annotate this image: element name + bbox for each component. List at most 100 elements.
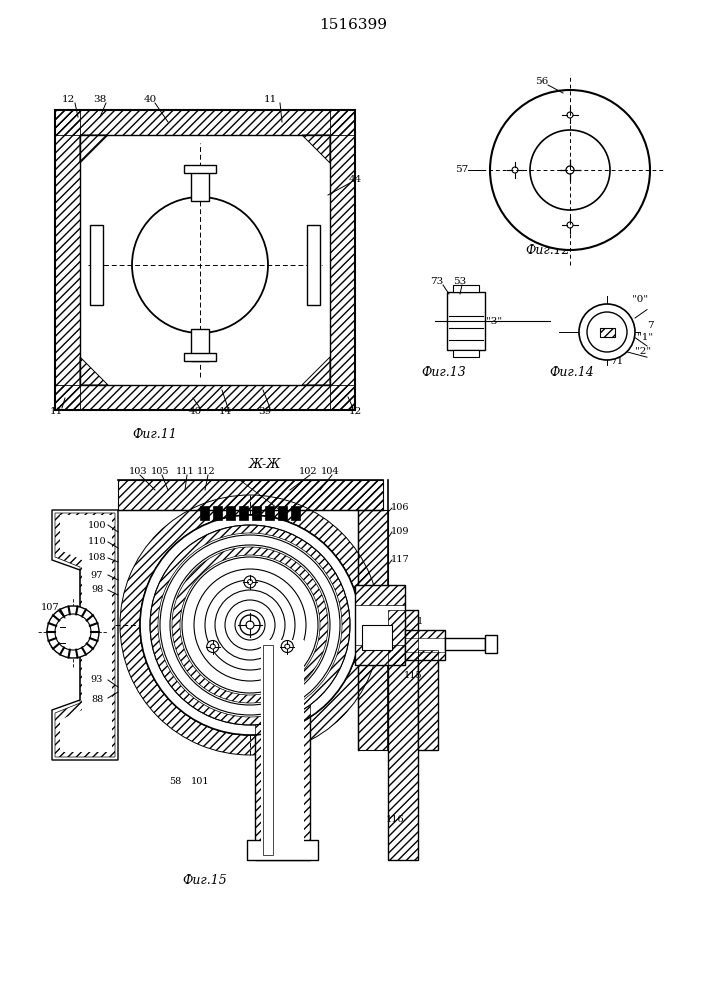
Text: 14: 14 — [218, 408, 232, 416]
Text: 111: 111 — [175, 468, 194, 477]
Text: 105: 105 — [151, 468, 169, 477]
Circle shape — [587, 312, 627, 352]
Text: 98: 98 — [91, 585, 103, 594]
Bar — [255, 635, 310, 860]
Text: Фиг.11: Фиг.11 — [133, 428, 177, 442]
Text: 0: 0 — [410, 636, 416, 645]
Bar — [226, 506, 235, 520]
Text: Фиг.14: Фиг.14 — [549, 365, 595, 378]
Text: 103: 103 — [129, 468, 147, 477]
Text: Ж-Ж: Ж-Ж — [249, 458, 281, 472]
Text: 73: 73 — [431, 277, 443, 286]
Bar — [453, 285, 479, 292]
Bar — [247, 840, 318, 860]
Bar — [184, 353, 216, 361]
Circle shape — [225, 600, 275, 650]
Text: 102: 102 — [298, 468, 317, 477]
Text: 38: 38 — [93, 96, 107, 104]
Text: 117: 117 — [391, 556, 409, 564]
Text: "3": "3" — [486, 316, 502, 326]
Polygon shape — [60, 515, 112, 752]
Bar — [388, 610, 418, 860]
Text: 107: 107 — [41, 603, 59, 612]
Bar — [80, 135, 330, 385]
Bar — [261, 640, 304, 855]
Circle shape — [140, 515, 360, 735]
Text: Фиг.12: Фиг.12 — [525, 243, 571, 256]
Text: "1": "1" — [637, 334, 653, 342]
Text: 115: 115 — [404, 672, 422, 680]
Bar — [200, 506, 209, 520]
Text: 71: 71 — [610, 358, 624, 366]
Bar — [358, 510, 388, 750]
Circle shape — [490, 90, 650, 250]
Text: 56: 56 — [535, 78, 549, 87]
Bar — [355, 645, 405, 665]
Text: 58: 58 — [169, 778, 181, 786]
Bar — [55, 110, 355, 135]
Text: 11: 11 — [264, 96, 276, 104]
Circle shape — [150, 525, 350, 725]
Text: 1: 1 — [417, 617, 423, 626]
Bar — [291, 506, 300, 520]
Bar — [355, 585, 405, 605]
Text: 44: 44 — [349, 176, 361, 184]
Text: 40: 40 — [144, 96, 157, 104]
Circle shape — [206, 641, 218, 652]
Text: 11: 11 — [49, 408, 63, 416]
Bar — [388, 610, 418, 860]
Circle shape — [235, 610, 265, 640]
Bar — [252, 506, 261, 520]
Circle shape — [194, 569, 306, 681]
Text: "0": "0" — [632, 296, 648, 304]
Circle shape — [170, 545, 330, 705]
Text: 40: 40 — [188, 408, 201, 416]
Text: 106: 106 — [391, 504, 409, 512]
Bar — [362, 625, 392, 650]
Bar — [213, 506, 222, 520]
Bar — [418, 650, 438, 750]
Polygon shape — [52, 510, 118, 760]
Text: 51: 51 — [49, 622, 62, 632]
Text: Фиг.15: Фиг.15 — [182, 874, 228, 886]
Text: 88: 88 — [91, 696, 103, 704]
Text: 12: 12 — [349, 408, 361, 416]
Circle shape — [244, 576, 256, 588]
Circle shape — [55, 614, 91, 650]
Bar — [191, 169, 209, 201]
Bar — [330, 110, 355, 410]
Text: 12: 12 — [62, 96, 75, 104]
Circle shape — [132, 197, 268, 333]
Bar — [355, 585, 405, 665]
Text: 114: 114 — [404, 654, 422, 662]
Text: 104: 104 — [321, 468, 339, 477]
Bar — [118, 480, 383, 510]
Circle shape — [530, 130, 610, 210]
Circle shape — [579, 304, 635, 360]
Text: 50: 50 — [49, 641, 61, 650]
Bar — [405, 630, 445, 660]
Bar — [55, 385, 355, 410]
Text: 1516399: 1516399 — [319, 18, 387, 32]
Bar — [445, 638, 485, 650]
Bar — [485, 635, 497, 653]
Text: 7: 7 — [647, 320, 653, 330]
Bar — [418, 650, 438, 750]
Circle shape — [182, 557, 318, 693]
Text: Фиг.13: Фиг.13 — [421, 365, 467, 378]
Bar — [55, 110, 80, 410]
Circle shape — [160, 535, 340, 715]
Bar — [265, 506, 274, 520]
Text: 97: 97 — [90, 570, 103, 580]
Text: 110: 110 — [88, 538, 106, 546]
Bar — [453, 350, 479, 357]
Bar — [55, 110, 355, 410]
Bar — [191, 329, 209, 361]
Circle shape — [205, 580, 295, 670]
Bar — [239, 506, 248, 520]
Text: 93: 93 — [90, 676, 103, 684]
Bar — [184, 165, 216, 173]
Bar — [255, 635, 310, 860]
Text: 116: 116 — [386, 816, 404, 824]
Bar — [447, 292, 485, 350]
